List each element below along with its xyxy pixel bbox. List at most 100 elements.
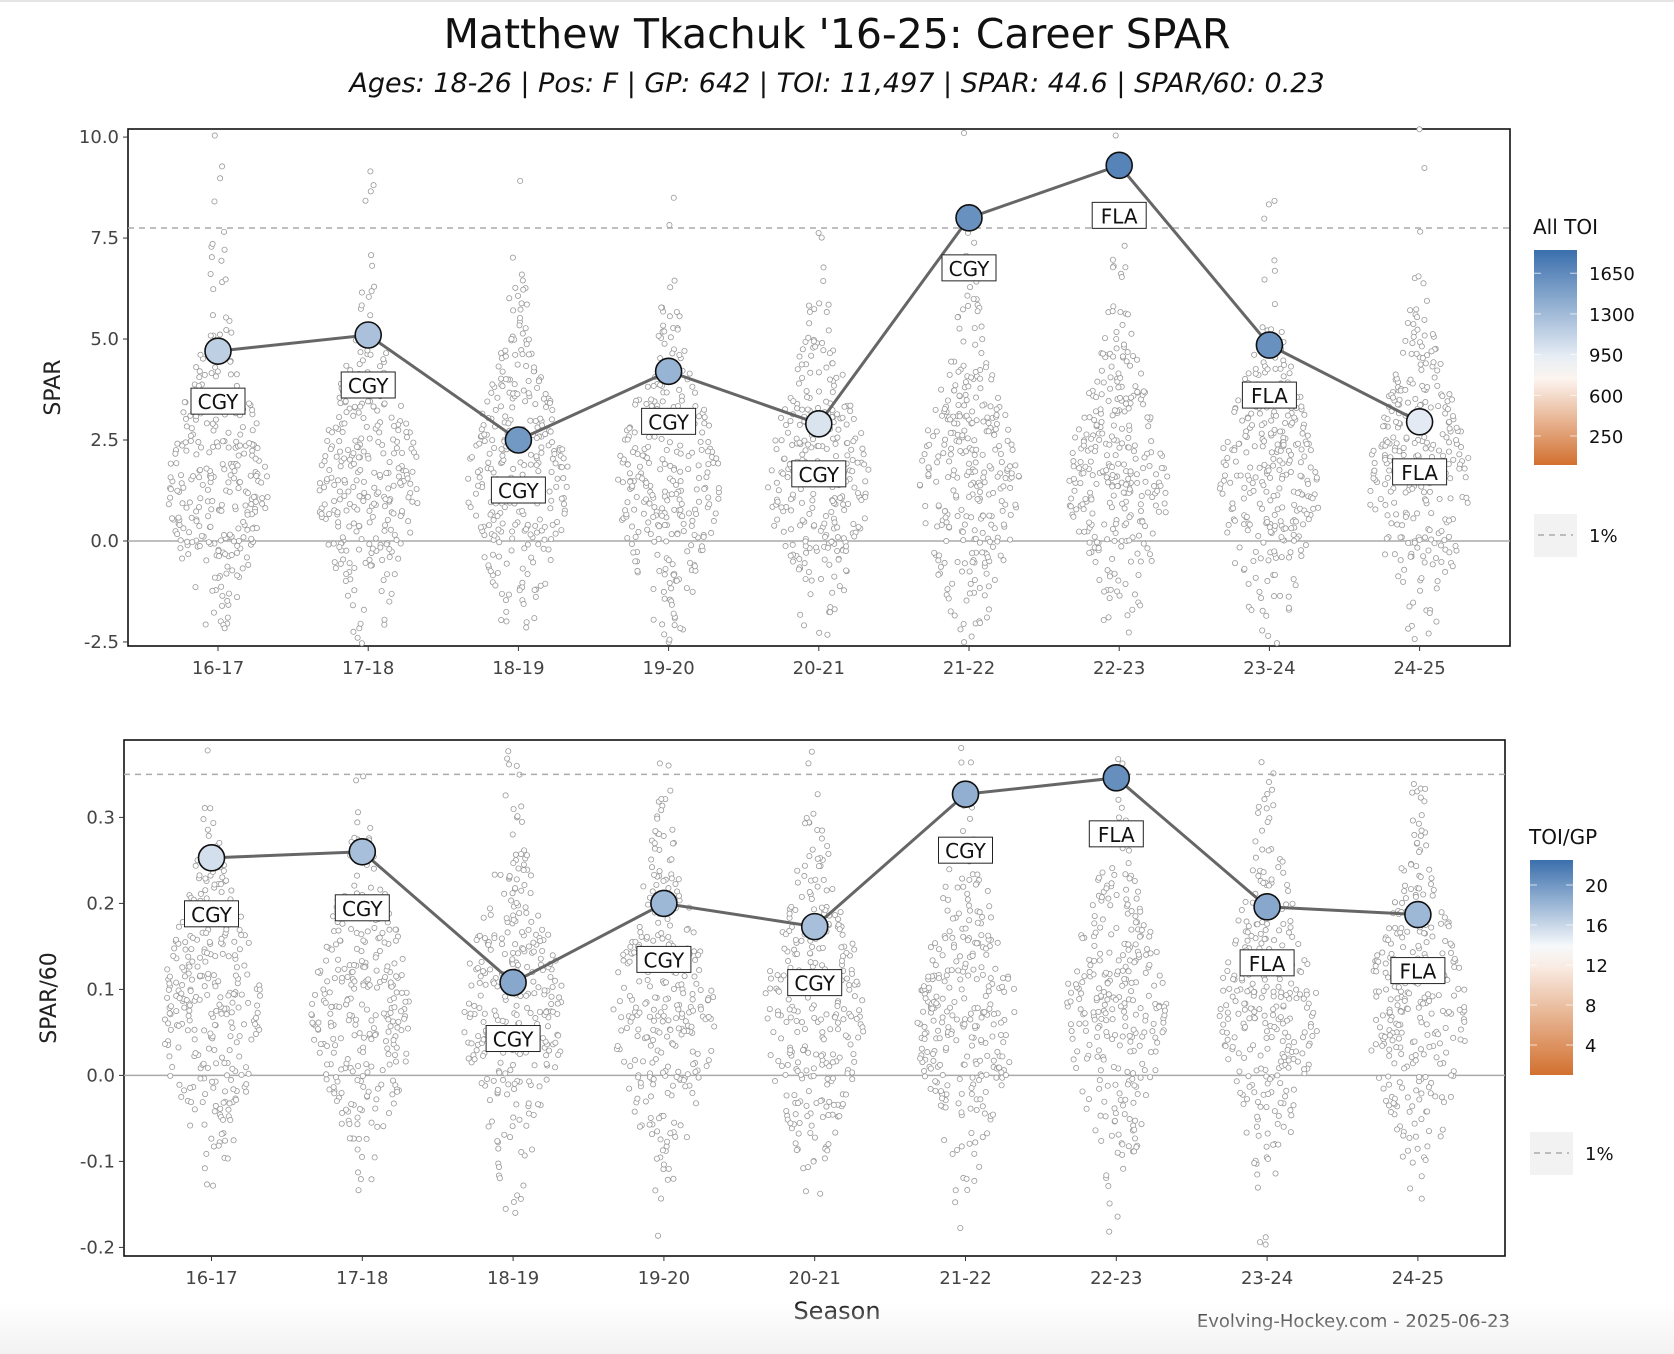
distribution-dot xyxy=(1147,1074,1154,1081)
distribution-dot xyxy=(1271,197,1278,204)
distribution-dot xyxy=(836,1113,843,1120)
distribution-dot xyxy=(335,519,342,526)
distribution-dot xyxy=(1088,435,1095,442)
y-tick-label: 5.0 xyxy=(90,329,119,350)
distribution-dot xyxy=(635,528,642,535)
distribution-dot xyxy=(985,606,992,613)
distribution-dot xyxy=(966,568,973,575)
distribution-dot xyxy=(519,471,526,478)
distribution-dot xyxy=(1160,1019,1167,1026)
distribution-dot xyxy=(1393,511,1400,518)
distribution-dot xyxy=(982,992,989,999)
team-label-text: CGY xyxy=(498,479,539,503)
distribution-dot xyxy=(341,420,348,427)
distribution-dot xyxy=(661,1004,668,1011)
distribution-dot xyxy=(805,302,812,309)
distribution-dot xyxy=(525,943,532,950)
distribution-dot xyxy=(1238,907,1245,914)
distribution-dot xyxy=(924,1049,931,1056)
distribution-dot xyxy=(983,1071,990,1078)
distribution-dot xyxy=(974,919,981,926)
distribution-dot xyxy=(218,257,225,264)
distribution-dot xyxy=(363,423,370,430)
distribution-dot xyxy=(515,865,522,872)
distribution-dot xyxy=(535,984,542,991)
distribution-dot xyxy=(1088,496,1095,503)
distribution-dot xyxy=(1096,1085,1103,1092)
distribution-dot xyxy=(951,420,958,427)
distribution-dot xyxy=(1109,483,1116,490)
distribution-dot xyxy=(173,460,180,467)
distribution-dot xyxy=(1392,371,1399,378)
distribution-dot xyxy=(1127,1048,1134,1055)
distribution-dot xyxy=(1402,337,1409,344)
distribution-dot xyxy=(328,1003,335,1010)
distribution-dot xyxy=(1444,406,1451,413)
distribution-dot xyxy=(844,439,851,446)
data-point xyxy=(1255,331,1284,359)
distribution-dot xyxy=(387,1023,394,1030)
distribution-dot xyxy=(1110,492,1117,499)
distribution-dot xyxy=(1106,595,1113,602)
distribution-dot xyxy=(198,444,205,451)
distribution-dot xyxy=(927,1085,934,1092)
distribution-dot xyxy=(800,1046,807,1053)
distribution-dot xyxy=(506,873,513,880)
distribution-dot xyxy=(691,389,698,396)
distribution-dot xyxy=(1462,474,1469,481)
distribution-dot xyxy=(1312,469,1319,476)
distribution-dot xyxy=(660,878,667,885)
distribution-dot xyxy=(663,389,670,396)
distribution-dot xyxy=(543,1009,550,1016)
distribution-dot xyxy=(1382,456,1389,463)
distribution-dot xyxy=(1120,1102,1127,1109)
distribution-dot xyxy=(1259,324,1266,331)
distribution-dot xyxy=(823,364,830,371)
distribution-dot xyxy=(1085,1096,1092,1103)
distribution-dot xyxy=(378,588,385,595)
distribution-dot xyxy=(655,1232,662,1239)
distribution-dot xyxy=(177,545,184,552)
distribution-dot xyxy=(677,442,684,449)
distribution-dot xyxy=(533,453,540,460)
distribution-dot xyxy=(647,531,654,538)
distribution-dot xyxy=(660,833,667,840)
distribution-dot xyxy=(477,992,484,999)
distribution-dot xyxy=(704,469,711,476)
distribution-dot xyxy=(799,374,806,381)
distribution-dot xyxy=(807,369,814,376)
distribution-dot xyxy=(360,1034,367,1041)
distribution-dot xyxy=(309,1019,316,1026)
distribution-dot xyxy=(999,1053,1006,1060)
distribution-dot xyxy=(1099,430,1106,437)
distribution-dot xyxy=(475,482,482,489)
distribution-dot xyxy=(677,450,684,457)
distribution-dot xyxy=(1113,328,1120,335)
distribution-dot xyxy=(354,1121,361,1128)
distribution-dot xyxy=(1132,1011,1139,1018)
distribution-dot xyxy=(360,478,367,485)
distribution-dot xyxy=(962,448,969,455)
distribution-dot xyxy=(394,1024,401,1031)
distribution-dot xyxy=(651,840,658,847)
distribution-dot xyxy=(669,1082,676,1089)
distribution-dot xyxy=(818,234,825,241)
distribution-dot xyxy=(976,584,983,591)
distribution-dot xyxy=(1300,1034,1307,1041)
distribution-dot xyxy=(164,966,171,973)
distribution-dot xyxy=(788,507,795,514)
distribution-dot xyxy=(973,1107,980,1114)
distribution-dot xyxy=(240,534,247,541)
distribution-dot xyxy=(1220,974,1227,981)
distribution-dot xyxy=(1426,527,1433,534)
distribution-dot xyxy=(1128,394,1135,401)
distribution-dot xyxy=(486,522,493,529)
distribution-dot xyxy=(944,397,951,404)
distribution-dot xyxy=(985,932,992,939)
distribution-dot xyxy=(369,513,376,520)
distribution-dot xyxy=(468,1040,475,1047)
distribution-dot xyxy=(1067,503,1074,510)
distribution-dot xyxy=(1303,510,1310,517)
distribution-dot xyxy=(844,500,851,507)
distribution-dot xyxy=(1252,370,1259,377)
